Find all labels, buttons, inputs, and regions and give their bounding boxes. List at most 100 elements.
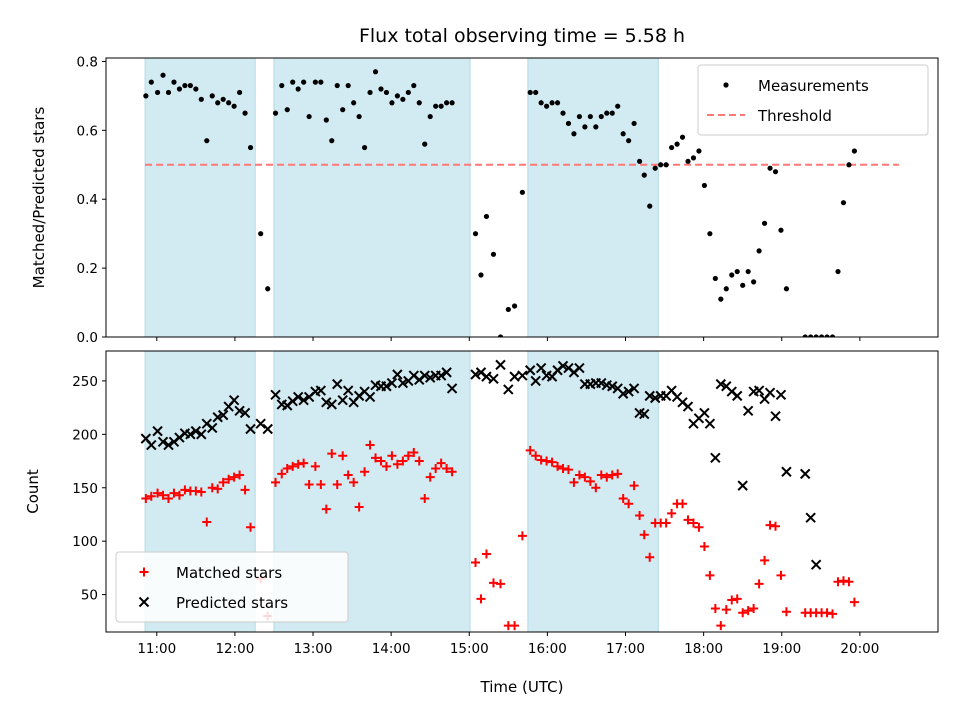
data-point <box>535 362 547 374</box>
data-point <box>234 405 245 417</box>
data-point <box>641 172 647 178</box>
data-point <box>749 603 759 613</box>
data-point <box>277 469 287 479</box>
data-point <box>332 480 342 490</box>
data-point <box>182 82 188 89</box>
data-point <box>737 480 748 491</box>
data-point <box>180 485 190 495</box>
data-point <box>312 79 318 85</box>
data-point <box>327 449 337 459</box>
data-point <box>360 467 370 477</box>
data-point <box>321 397 332 408</box>
data-point <box>618 493 628 503</box>
data-point <box>829 334 836 337</box>
data-point <box>598 113 604 120</box>
data-point <box>663 162 669 168</box>
axes-frame <box>105 57 939 338</box>
data-point <box>420 493 430 503</box>
data-point <box>557 360 569 372</box>
data-point <box>191 486 201 496</box>
data-point <box>710 603 720 613</box>
data-point <box>776 570 786 580</box>
data-point <box>745 268 751 275</box>
data-point <box>740 282 746 288</box>
data-point <box>808 334 814 337</box>
data-point <box>574 362 585 374</box>
x-tick-label: 13:00 <box>294 641 333 657</box>
legend-label: Threshold <box>757 107 832 125</box>
data-point <box>235 470 245 480</box>
data-point <box>304 480 314 490</box>
ratio-panel: 0.0 0.2 0.4 0.6 0.8 Matched/Predicted stars Me… <box>30 54 939 346</box>
data-point <box>802 334 808 337</box>
data-point <box>143 93 149 99</box>
data-point <box>596 470 606 480</box>
data-point <box>624 499 634 509</box>
data-point <box>772 169 779 175</box>
data-point <box>495 359 506 371</box>
y-tick-label: 100 <box>72 534 98 550</box>
data-point <box>658 162 664 168</box>
data-point <box>436 458 446 468</box>
data-point <box>805 512 816 523</box>
x-tick-label: 19:00 <box>762 641 801 657</box>
data-point <box>490 251 497 257</box>
data-point <box>158 490 168 500</box>
data-point <box>361 144 368 151</box>
data-point <box>414 456 424 466</box>
y-tick-label: 250 <box>72 374 98 390</box>
observing-interval-band <box>527 351 659 632</box>
data-point <box>585 476 595 486</box>
data-point <box>647 203 653 209</box>
data-point <box>582 124 588 130</box>
x-tick-label: 15:00 <box>450 641 489 657</box>
data-point <box>356 113 362 120</box>
data-point <box>488 373 499 384</box>
data-point <box>517 370 528 381</box>
data-point <box>569 477 579 487</box>
data-point <box>729 272 735 278</box>
data-point <box>470 369 481 380</box>
data-point <box>171 79 177 85</box>
data-point <box>215 100 221 106</box>
data-point <box>835 268 841 275</box>
data-point <box>343 470 353 480</box>
data-point <box>531 451 541 461</box>
data-point <box>674 141 680 147</box>
data-point <box>818 334 825 337</box>
data-point <box>849 597 859 607</box>
data-point <box>652 165 658 171</box>
y-tick-label: 200 <box>72 427 98 443</box>
data-point <box>247 144 254 151</box>
data-point <box>510 621 520 631</box>
data-point <box>778 227 784 233</box>
axes-frame <box>105 350 939 633</box>
data-point <box>602 472 612 482</box>
data-point <box>146 491 156 501</box>
data-point <box>609 110 615 116</box>
data-point <box>645 552 655 562</box>
data-point <box>481 371 492 382</box>
data-point <box>679 134 686 140</box>
data-point <box>441 367 452 378</box>
data-point <box>476 594 486 604</box>
data-point <box>751 279 757 285</box>
data-point <box>554 100 561 106</box>
data-point <box>707 231 713 237</box>
data-point <box>471 558 481 568</box>
x-tick-label: 11:00 <box>137 641 176 657</box>
data-point <box>345 82 351 89</box>
data-point <box>783 286 790 292</box>
data-point <box>775 389 787 401</box>
data-point <box>840 200 847 206</box>
data-point <box>824 334 830 337</box>
data-point <box>381 461 391 471</box>
observing-interval-band <box>144 58 256 337</box>
data-point <box>553 461 563 471</box>
data-point <box>271 477 281 487</box>
data-point <box>394 93 400 99</box>
data-point <box>196 429 207 440</box>
data-point <box>381 381 392 392</box>
data-point <box>565 120 572 127</box>
data-point <box>245 423 256 435</box>
